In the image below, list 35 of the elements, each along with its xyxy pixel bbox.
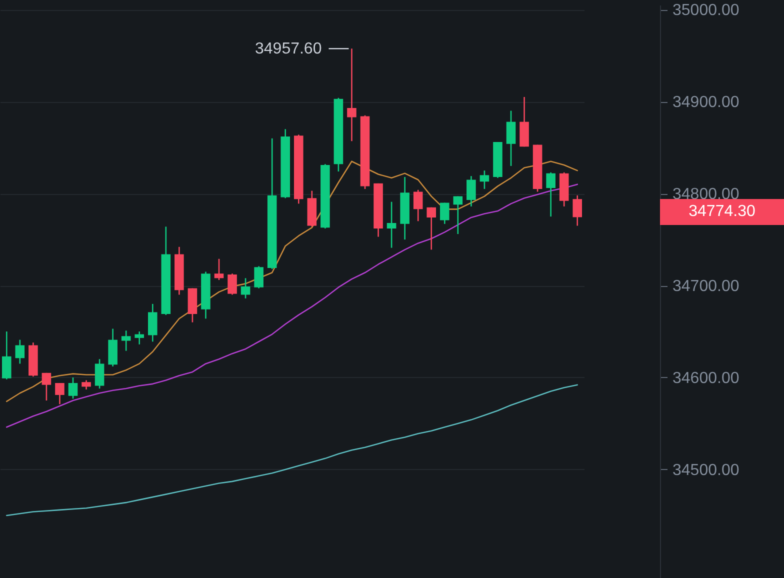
candlestick xyxy=(254,266,264,289)
candlestick xyxy=(2,330,12,380)
candlestick xyxy=(55,382,64,405)
candlestick xyxy=(42,372,52,402)
candlestick xyxy=(572,194,582,226)
candlestick xyxy=(148,303,158,342)
candlestick xyxy=(440,202,450,225)
line-series xyxy=(6,184,578,428)
candlestick xyxy=(214,258,224,281)
candlestick xyxy=(347,48,356,142)
candlestick xyxy=(426,206,436,250)
candlestick xyxy=(386,201,396,248)
candlestick xyxy=(68,376,78,400)
candlestick xyxy=(82,380,91,390)
candlestick xyxy=(506,110,516,167)
candlestick xyxy=(480,170,490,190)
candlestick xyxy=(94,358,104,390)
line-series xyxy=(6,384,578,516)
candlestick xyxy=(413,189,423,222)
candlestick xyxy=(240,278,250,300)
y-tick-label: 34700.00 xyxy=(672,278,740,296)
line-series xyxy=(6,160,578,402)
candlestick xyxy=(134,330,144,346)
price-tag: 34774.30 xyxy=(660,199,784,226)
candlestick xyxy=(121,330,131,352)
candlestick xyxy=(15,339,25,364)
y-tick-label: 34500.00 xyxy=(672,462,740,479)
y-tick-label: 34900.00 xyxy=(672,94,740,112)
annotation: 34957.60 xyxy=(254,40,322,58)
candlestick xyxy=(466,175,476,208)
candlestick xyxy=(453,196,463,235)
y-tick-label: 35000.00 xyxy=(672,2,740,20)
candlestick xyxy=(228,272,237,296)
y-tick-label: 34600.00 xyxy=(672,370,740,387)
candlestick xyxy=(546,172,556,218)
